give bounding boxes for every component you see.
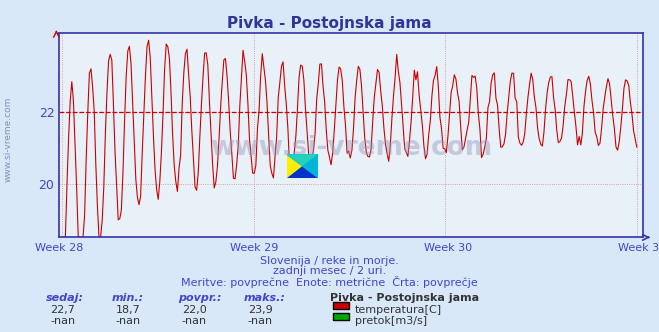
Text: pretok[m3/s]: pretok[m3/s] xyxy=(355,316,426,326)
Text: -nan: -nan xyxy=(248,316,273,326)
Text: Week 29: Week 29 xyxy=(229,243,278,253)
Text: maks.:: maks.: xyxy=(244,293,286,303)
Text: Pivka - Postojnska jama: Pivka - Postojnska jama xyxy=(330,293,478,303)
Text: Week 30: Week 30 xyxy=(424,243,473,253)
Text: -nan: -nan xyxy=(182,316,207,326)
Text: www.si-vreme.com: www.si-vreme.com xyxy=(4,97,13,182)
Text: Pivka - Postojnska jama: Pivka - Postojnska jama xyxy=(227,16,432,31)
Text: temperatura[C]: temperatura[C] xyxy=(355,305,442,315)
Text: -nan: -nan xyxy=(50,316,75,326)
Text: -nan: -nan xyxy=(116,316,141,326)
Text: 22,0: 22,0 xyxy=(182,305,207,315)
Text: Week 31: Week 31 xyxy=(618,243,659,253)
Text: zadnji mesec / 2 uri.: zadnji mesec / 2 uri. xyxy=(273,266,386,276)
Text: Meritve: povprečne  Enote: metrične  Črta: povprečje: Meritve: povprečne Enote: metrične Črta:… xyxy=(181,276,478,288)
Polygon shape xyxy=(287,154,318,178)
Text: 18,7: 18,7 xyxy=(116,305,141,315)
Text: 22,7: 22,7 xyxy=(50,305,75,315)
Text: Slovenija / reke in morje.: Slovenija / reke in morje. xyxy=(260,256,399,266)
Text: 23,9: 23,9 xyxy=(248,305,273,315)
Text: www.si-vreme.com: www.si-vreme.com xyxy=(210,134,492,161)
Polygon shape xyxy=(287,154,318,178)
Text: povpr.:: povpr.: xyxy=(178,293,221,303)
Text: Week 28: Week 28 xyxy=(35,243,84,253)
Text: min.:: min.: xyxy=(112,293,144,303)
Text: sedaj:: sedaj: xyxy=(46,293,84,303)
Polygon shape xyxy=(287,154,318,178)
